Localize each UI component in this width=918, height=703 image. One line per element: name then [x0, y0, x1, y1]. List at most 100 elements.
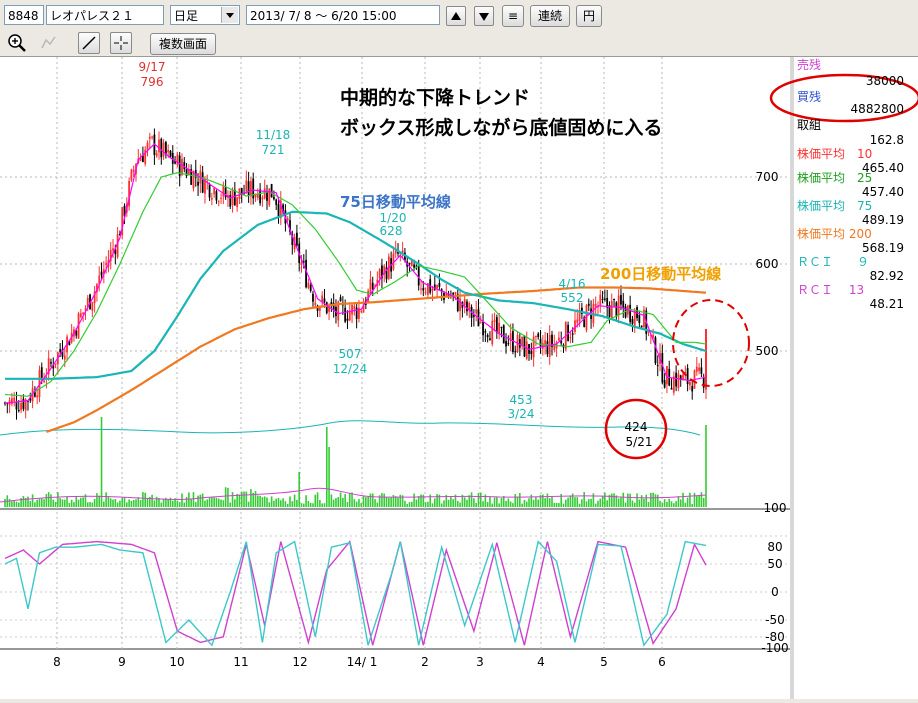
volume-bar: [342, 497, 344, 507]
volume-bar: [54, 502, 57, 507]
candle-body: [601, 298, 604, 300]
candle-body: [422, 288, 425, 291]
crosshair-icon[interactable]: [110, 32, 132, 54]
date-range-field[interactable]: 2013/ 7/ 8 ～ 6/20 15:00: [246, 5, 440, 25]
volume-bar: [638, 499, 641, 507]
chevron-down-icon[interactable]: [221, 7, 238, 23]
candle-body: [300, 263, 303, 265]
candle-body: [700, 367, 703, 374]
volume-bar: [348, 492, 351, 507]
volume-bar: [443, 500, 445, 507]
volume-bar: [142, 492, 144, 507]
volume-bar: [406, 503, 409, 507]
period-select-value: 日足: [174, 9, 199, 23]
volume-bar: [43, 499, 45, 507]
volume-bar: [167, 499, 169, 507]
period-select[interactable]: 日足: [170, 5, 240, 25]
candle-body: [79, 313, 82, 318]
zoom-icon[interactable]: [6, 32, 28, 54]
volume-bar: [700, 492, 703, 507]
volume-bar: [631, 500, 634, 507]
volume-bar: [369, 493, 372, 507]
candle-body: [86, 297, 89, 308]
volume-bar: [548, 498, 551, 507]
ma25-value: 457.40: [862, 185, 904, 199]
volume-bar: [378, 495, 381, 507]
peak-date-label: 1/20: [380, 211, 407, 225]
candle-body: [615, 302, 618, 317]
candle-body: [355, 307, 358, 319]
candle-body: [507, 343, 510, 345]
candle-body: [413, 264, 416, 268]
volume-bar: [640, 495, 643, 507]
yen-button[interactable]: 円: [576, 5, 602, 27]
multi-screen-button[interactable]: 複数画面: [150, 33, 216, 55]
candle-body: [495, 317, 498, 333]
volume-bar: [659, 500, 661, 507]
volume-bar: [197, 495, 199, 507]
info-background: [794, 57, 918, 699]
sell-remain-label: 売残: [797, 57, 821, 72]
scroll-up-button[interactable]: [446, 6, 466, 26]
candle-body: [270, 184, 273, 198]
candle-body: [109, 249, 112, 262]
menu-button[interactable]: ≡: [502, 5, 524, 27]
volume-bar: [482, 501, 484, 507]
renzoku-button[interactable]: 連続: [530, 5, 570, 27]
volume-bar: [211, 496, 213, 507]
volume-bar: [300, 503, 303, 507]
candle-body: [105, 262, 108, 266]
volume-bar: [629, 493, 631, 507]
volume-bar: [224, 487, 227, 507]
candle-body: [213, 188, 216, 195]
candle-body: [374, 285, 376, 287]
volume-bar: [535, 496, 537, 507]
candle-body: [158, 139, 160, 153]
volume-bar: [332, 499, 335, 507]
stock-code-field[interactable]: 8848: [4, 5, 44, 25]
candle-body: [176, 154, 179, 165]
stock-name-field[interactable]: レオパレス２１: [46, 5, 164, 25]
volume-bar: [436, 494, 438, 507]
candle-body: [415, 265, 418, 267]
volume-bar: [601, 495, 604, 507]
candle-body: [192, 171, 195, 189]
axis-labels: 8 9 10 11 12 14/ 1 2 3 4 5 670060050010080500-50-8…: [53, 170, 788, 669]
volume-bar: [452, 499, 454, 507]
volume-bar: [355, 501, 358, 507]
ma200-label: 株価平均 200: [797, 226, 872, 241]
volume-bar: [103, 501, 105, 507]
candle-body: [132, 169, 135, 172]
candle-body: [256, 193, 259, 198]
line-tool-icon[interactable]: [78, 32, 100, 54]
volume-bar: [620, 496, 622, 507]
volume-bar: [190, 498, 192, 507]
peak-date-label: 12/24: [333, 362, 368, 376]
stock-chart[interactable]: 8 9 10 11 12 14/ 1 2 3 4 5 670060050010080500-50-8…: [0, 57, 918, 699]
candle-body: [484, 331, 487, 333]
candle-body: [539, 339, 542, 347]
candle-body: [525, 341, 528, 359]
volume-bar: [316, 492, 319, 507]
volume-bar: [15, 501, 18, 507]
candle-body: [208, 183, 211, 198]
candle-body: [236, 197, 239, 208]
volume-bar: [282, 498, 284, 507]
rci9-value: 82.92: [870, 269, 904, 283]
candle-body: [656, 365, 659, 367]
volume-bar: [52, 499, 55, 507]
volume-bar: [257, 495, 259, 507]
pan-icon[interactable]: [38, 32, 60, 54]
candle-body: [204, 179, 206, 194]
scroll-down-button[interactable]: [474, 6, 494, 26]
volume-bar: [36, 499, 38, 507]
rci-tick-label: -50: [765, 613, 785, 627]
candle-body: [187, 169, 190, 175]
volume-bar: [392, 494, 395, 507]
volume-bar: [558, 503, 560, 507]
candle-body: [558, 337, 560, 341]
volume-bar: [162, 498, 165, 507]
volume-bar: [220, 499, 222, 507]
volume-bar: [268, 502, 271, 507]
candle-body: [580, 307, 583, 314]
